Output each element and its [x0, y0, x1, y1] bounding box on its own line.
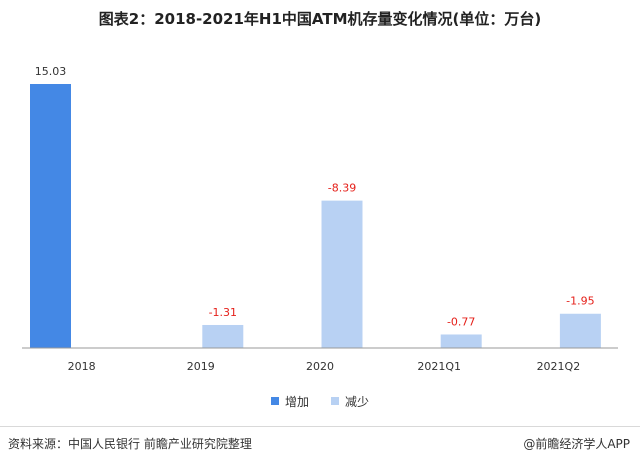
x-tick-label-2021Q2: 2021Q2 — [537, 360, 581, 373]
chart-title: 图表2：2018-2021年H1中国ATM机存量变化情况(单位：万台) — [98, 10, 542, 28]
data-label-2021Q1: -0.77 — [447, 315, 475, 328]
data-label-2020: -8.39 — [328, 182, 356, 195]
bar-2021Q2 — [559, 313, 601, 348]
bar-chart: 15.03 -1.31 -8.39 -0.77 -1.95 2018 2019 2020 20… — [22, 65, 618, 373]
legend-swatch-decrease — [331, 397, 339, 405]
source-note: 资料来源：中国人民银行 前瞻产业研究院整理 — [8, 437, 252, 451]
bar-2019 — [202, 324, 244, 348]
bar-2018 — [30, 84, 71, 348]
x-tick-label-2019: 2019 — [187, 360, 215, 373]
legend-item-decrease[interactable]: 减少 — [331, 393, 369, 410]
data-label-2019: -1.31 — [209, 306, 237, 319]
legend-label-decrease: 减少 — [345, 394, 370, 409]
x-tick-label-2018: 2018 — [68, 360, 96, 373]
data-label-2018: 15.03 — [35, 65, 67, 78]
bar-2020 — [321, 200, 363, 348]
footer: 资料来源：中国人民银行 前瞻产业研究院整理 @前瞻经济学人APP — [0, 426, 640, 458]
legend-swatch-increase — [270, 397, 279, 405]
brand-credit: @前瞻经济学人APP — [523, 437, 630, 451]
data-label-2021Q2: -1.95 — [566, 295, 594, 308]
legend-label-increase: 增加 — [284, 394, 309, 409]
x-tick-label-2021Q1: 2021Q1 — [417, 360, 461, 373]
bar-2021Q1 — [440, 334, 482, 348]
legend: 增加 减少 — [0, 392, 640, 410]
x-tick-label-2020: 2020 — [306, 360, 334, 373]
legend-item-increase[interactable]: 增加 — [270, 393, 309, 410]
